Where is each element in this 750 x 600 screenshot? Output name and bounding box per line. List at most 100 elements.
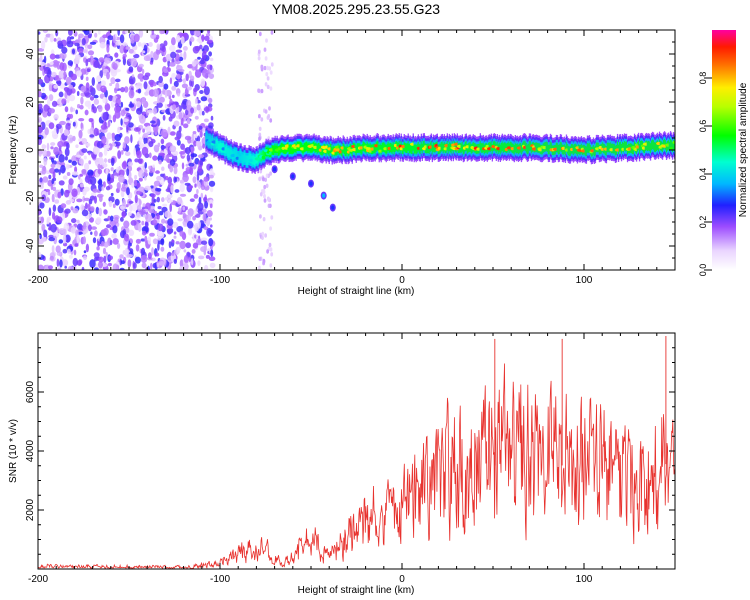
faint-blob: [263, 47, 267, 52]
noise-blob: [140, 255, 148, 263]
noise-blob: [120, 189, 125, 198]
noise-blob: [110, 69, 117, 74]
noise-blob: [134, 158, 139, 163]
noise-blob: [83, 222, 87, 230]
noise-blob: [185, 242, 191, 249]
noise-blob: [143, 172, 149, 177]
noise-blob: [80, 96, 84, 105]
noise-blob: [202, 143, 206, 149]
noise-blob: [86, 68, 91, 72]
noise-blob: [171, 85, 177, 91]
noise-blob: [65, 200, 72, 205]
noise-blob: [57, 79, 62, 87]
noise-blob: [162, 114, 166, 121]
noise-blob: [122, 118, 129, 122]
colorbar-tick-label: 0.2: [698, 216, 708, 229]
faint-blob: [264, 82, 268, 87]
noise-blob: [44, 68, 48, 74]
faint-blob: [268, 106, 271, 111]
track-band: [230, 146, 232, 157]
noise-blob: [161, 166, 165, 172]
noise-blob: [204, 35, 210, 42]
track-band: [224, 147, 226, 157]
track-band: [216, 138, 218, 149]
noise-blob: [152, 238, 158, 245]
noise-blob: [64, 265, 67, 269]
noise-blob: [128, 48, 135, 54]
noise-blob: [43, 229, 48, 238]
track-peak: [621, 147, 625, 151]
noise-blob: [185, 163, 189, 167]
track-band: [514, 142, 516, 153]
noise-blob: [127, 211, 132, 217]
snr-x-ticks: -200 -100 0 100: [28, 333, 676, 585]
track-band: [431, 144, 433, 155]
noise-blob: [131, 182, 135, 188]
noise-blob: [102, 181, 106, 188]
noise-blob: [46, 63, 50, 68]
track-band: [663, 138, 666, 149]
noise-blob: [136, 101, 142, 108]
noise-blob: [171, 94, 175, 99]
faint-blob: [270, 62, 274, 67]
noise-blob: [155, 48, 161, 55]
noise-blob: [112, 63, 118, 70]
noise-blob: [98, 151, 103, 158]
track-band: [649, 143, 652, 153]
noise-blob: [77, 35, 81, 44]
noise-blob: [85, 76, 89, 82]
track-band: [601, 142, 604, 152]
noise-blob: [193, 140, 197, 147]
noise-blob: [157, 223, 164, 232]
faint-blob: [261, 231, 265, 237]
faint-blob: [263, 65, 267, 71]
noise-blob: [208, 174, 214, 179]
track-band: [249, 153, 251, 164]
noise-blob: [183, 255, 189, 264]
noise-blob: [179, 230, 184, 237]
y-tick-label: -20: [25, 190, 36, 205]
track-band: [624, 141, 627, 152]
noise-blob: [81, 148, 88, 154]
noise-blob: [71, 218, 77, 224]
noise-blob: [104, 158, 107, 163]
noise-blob: [147, 265, 150, 270]
secondary-track-core: [273, 167, 277, 172]
noise-blob: [84, 175, 91, 183]
noise-blob: [187, 208, 194, 217]
noise-blob: [197, 56, 201, 60]
track-band: [574, 143, 577, 154]
noise-blob: [108, 95, 114, 102]
noise-blob: [152, 262, 157, 269]
noise-blob: [130, 34, 136, 44]
noise-blob: [83, 155, 87, 160]
track-band: [218, 143, 220, 153]
track-band: [622, 142, 625, 153]
faint-blob: [264, 233, 267, 238]
noise-blob: [195, 98, 198, 104]
noise-blob: [148, 42, 153, 47]
noise-blob: [144, 162, 147, 169]
track-band: [440, 142, 442, 152]
noise-blob: [112, 238, 119, 245]
noise-blob: [52, 211, 56, 220]
noise-blob: [162, 203, 168, 207]
noise-blob: [119, 259, 123, 266]
noise-blob: [137, 158, 143, 164]
track-band: [409, 143, 411, 153]
noise-blob: [78, 129, 83, 139]
snr-plot: -200 -100 0 100 2000 4000 6000 Height of stra…: [8, 332, 676, 596]
track-band: [535, 142, 538, 152]
noise-blob: [158, 152, 166, 156]
noise-blob: [93, 147, 100, 154]
noise-blob: [143, 55, 151, 62]
y-tick-label: 6000: [25, 380, 36, 403]
track-peak: [570, 147, 574, 152]
noise-blob: [85, 202, 88, 210]
noise-blob: [106, 53, 111, 58]
faint-blob: [266, 249, 269, 254]
noise-blob: [91, 226, 97, 230]
noise-blob: [52, 186, 57, 191]
noise-blob: [133, 127, 141, 132]
noise-blob: [188, 162, 195, 167]
